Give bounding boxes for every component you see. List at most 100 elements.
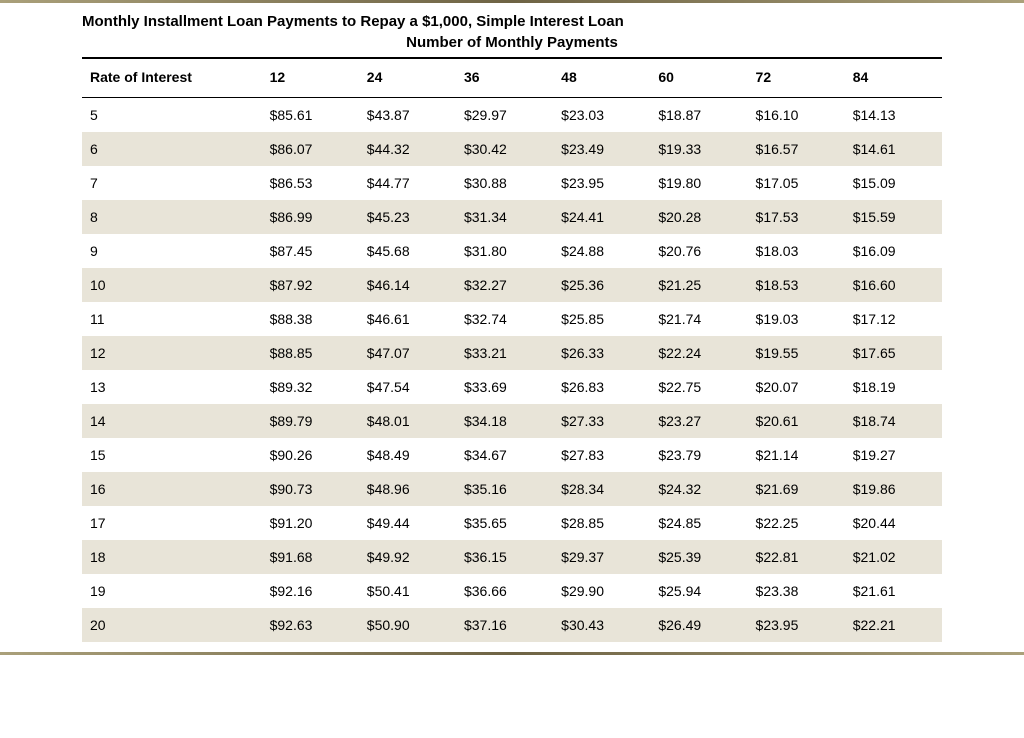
cell-payment: $33.21 <box>456 336 553 370</box>
cell-payment: $16.09 <box>845 234 942 268</box>
cell-payment: $29.97 <box>456 98 553 133</box>
cell-payment: $19.55 <box>748 336 845 370</box>
cell-payment: $24.32 <box>650 472 747 506</box>
cell-payment: $48.49 <box>359 438 456 472</box>
cell-payment: $92.16 <box>262 574 359 608</box>
cell-payment: $43.87 <box>359 98 456 133</box>
table-row: 13$89.32$47.54$33.69$26.83$22.75$20.07$1… <box>82 370 942 404</box>
cell-payment: $25.85 <box>553 302 650 336</box>
cell-payment: $23.27 <box>650 404 747 438</box>
cell-payment: $19.80 <box>650 166 747 200</box>
table-row: 12$88.85$47.07$33.21$26.33$22.24$19.55$1… <box>82 336 942 370</box>
cell-payment: $25.94 <box>650 574 747 608</box>
cell-payment: $45.68 <box>359 234 456 268</box>
cell-payment: $45.23 <box>359 200 456 234</box>
cell-payment: $22.75 <box>650 370 747 404</box>
cell-payment: $91.20 <box>262 506 359 540</box>
cell-payment: $30.88 <box>456 166 553 200</box>
cell-payment: $19.33 <box>650 132 747 166</box>
cell-payment: $46.61 <box>359 302 456 336</box>
cell-payment: $34.67 <box>456 438 553 472</box>
cell-payment: $37.16 <box>456 608 553 642</box>
table-header-row: Rate of Interest12243648607284 <box>82 59 942 98</box>
cell-rate: 7 <box>82 166 262 200</box>
cell-payment: $44.32 <box>359 132 456 166</box>
cell-payment: $23.79 <box>650 438 747 472</box>
cell-payment: $86.99 <box>262 200 359 234</box>
cell-rate: 12 <box>82 336 262 370</box>
cell-payment: $47.07 <box>359 336 456 370</box>
cell-payment: $16.60 <box>845 268 942 302</box>
cell-rate: 6 <box>82 132 262 166</box>
table-subtitle: Number of Monthly Payments <box>82 32 942 59</box>
cell-payment: $85.61 <box>262 98 359 133</box>
cell-payment: $32.27 <box>456 268 553 302</box>
cell-rate: 16 <box>82 472 262 506</box>
cell-payment: $24.85 <box>650 506 747 540</box>
cell-payment: $23.03 <box>553 98 650 133</box>
cell-payment: $19.27 <box>845 438 942 472</box>
cell-payment: $87.92 <box>262 268 359 302</box>
col-header-months: 84 <box>845 59 942 98</box>
table-row: 17$91.20$49.44$35.65$28.85$24.85$22.25$2… <box>82 506 942 540</box>
cell-payment: $34.18 <box>456 404 553 438</box>
cell-payment: $88.38 <box>262 302 359 336</box>
cell-payment: $15.09 <box>845 166 942 200</box>
cell-payment: $27.83 <box>553 438 650 472</box>
cell-rate: 20 <box>82 608 262 642</box>
cell-payment: $48.96 <box>359 472 456 506</box>
cell-payment: $20.07 <box>748 370 845 404</box>
table-row: 8$86.99$45.23$31.34$24.41$20.28$17.53$15… <box>82 200 942 234</box>
cell-rate: 13 <box>82 370 262 404</box>
cell-payment: $21.14 <box>748 438 845 472</box>
cell-payment: $49.44 <box>359 506 456 540</box>
cell-payment: $44.77 <box>359 166 456 200</box>
cell-payment: $30.42 <box>456 132 553 166</box>
cell-payment: $17.53 <box>748 200 845 234</box>
cell-payment: $25.39 <box>650 540 747 574</box>
table-row: 20$92.63$50.90$37.16$30.43$26.49$23.95$2… <box>82 608 942 642</box>
col-header-months: 60 <box>650 59 747 98</box>
cell-payment: $20.28 <box>650 200 747 234</box>
table-row: 10$87.92$46.14$32.27$25.36$21.25$18.53$1… <box>82 268 942 302</box>
cell-payment: $31.34 <box>456 200 553 234</box>
cell-payment: $23.38 <box>748 574 845 608</box>
cell-payment: $27.33 <box>553 404 650 438</box>
cell-payment: $17.05 <box>748 166 845 200</box>
cell-payment: $18.03 <box>748 234 845 268</box>
cell-payment: $18.53 <box>748 268 845 302</box>
cell-payment: $89.32 <box>262 370 359 404</box>
cell-rate: 14 <box>82 404 262 438</box>
cell-payment: $20.76 <box>650 234 747 268</box>
cell-payment: $89.79 <box>262 404 359 438</box>
cell-payment: $18.74 <box>845 404 942 438</box>
col-header-months: 36 <box>456 59 553 98</box>
cell-payment: $87.45 <box>262 234 359 268</box>
cell-payment: $19.03 <box>748 302 845 336</box>
cell-payment: $29.90 <box>553 574 650 608</box>
cell-payment: $21.02 <box>845 540 942 574</box>
cell-payment: $24.88 <box>553 234 650 268</box>
cell-payment: $26.49 <box>650 608 747 642</box>
cell-payment: $17.12 <box>845 302 942 336</box>
cell-payment: $28.34 <box>553 472 650 506</box>
cell-payment: $22.21 <box>845 608 942 642</box>
cell-payment: $92.63 <box>262 608 359 642</box>
table-row: 11$88.38$46.61$32.74$25.85$21.74$19.03$1… <box>82 302 942 336</box>
cell-payment: $23.49 <box>553 132 650 166</box>
cell-payment: $36.66 <box>456 574 553 608</box>
cell-payment: $88.85 <box>262 336 359 370</box>
cell-payment: $33.69 <box>456 370 553 404</box>
cell-payment: $19.86 <box>845 472 942 506</box>
cell-payment: $50.41 <box>359 574 456 608</box>
cell-rate: 5 <box>82 98 262 133</box>
cell-payment: $91.68 <box>262 540 359 574</box>
table-row: 7$86.53$44.77$30.88$23.95$19.80$17.05$15… <box>82 166 942 200</box>
cell-rate: 15 <box>82 438 262 472</box>
cell-payment: $35.65 <box>456 506 553 540</box>
table-title: Monthly Installment Loan Payments to Rep… <box>82 9 942 32</box>
cell-payment: $26.33 <box>553 336 650 370</box>
cell-payment: $18.87 <box>650 98 747 133</box>
table-row: 16$90.73$48.96$35.16$28.34$24.32$21.69$1… <box>82 472 942 506</box>
cell-payment: $22.24 <box>650 336 747 370</box>
